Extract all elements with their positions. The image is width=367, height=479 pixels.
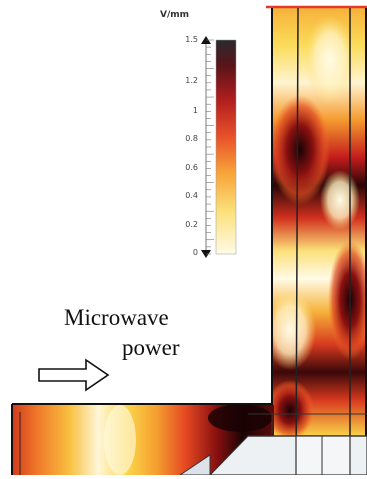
colorbar-tick: 0.2 (185, 220, 198, 229)
vertical-applicator (272, 8, 367, 475)
colorbar-tick: 0.4 (185, 191, 198, 200)
color-scale-bar (201, 36, 237, 258)
inner-tube-line-1 (295, 7, 299, 476)
colorbar-unit: V/mm (160, 10, 190, 20)
colorbar-tick: 0.6 (185, 163, 198, 172)
colorbar-tick: 1.2 (185, 76, 198, 85)
colorbar-tick: 0 (192, 248, 198, 257)
caption-line-2: power (122, 335, 180, 360)
colorbar-tick: 0.8 (185, 134, 198, 143)
colorbar-tick: 1 (192, 106, 198, 115)
caption-line-1: Microwave (64, 305, 169, 330)
right-arrow-icon (38, 358, 110, 392)
waveguide (11, 403, 274, 475)
colorbar-tick: 1.5 (185, 35, 198, 44)
